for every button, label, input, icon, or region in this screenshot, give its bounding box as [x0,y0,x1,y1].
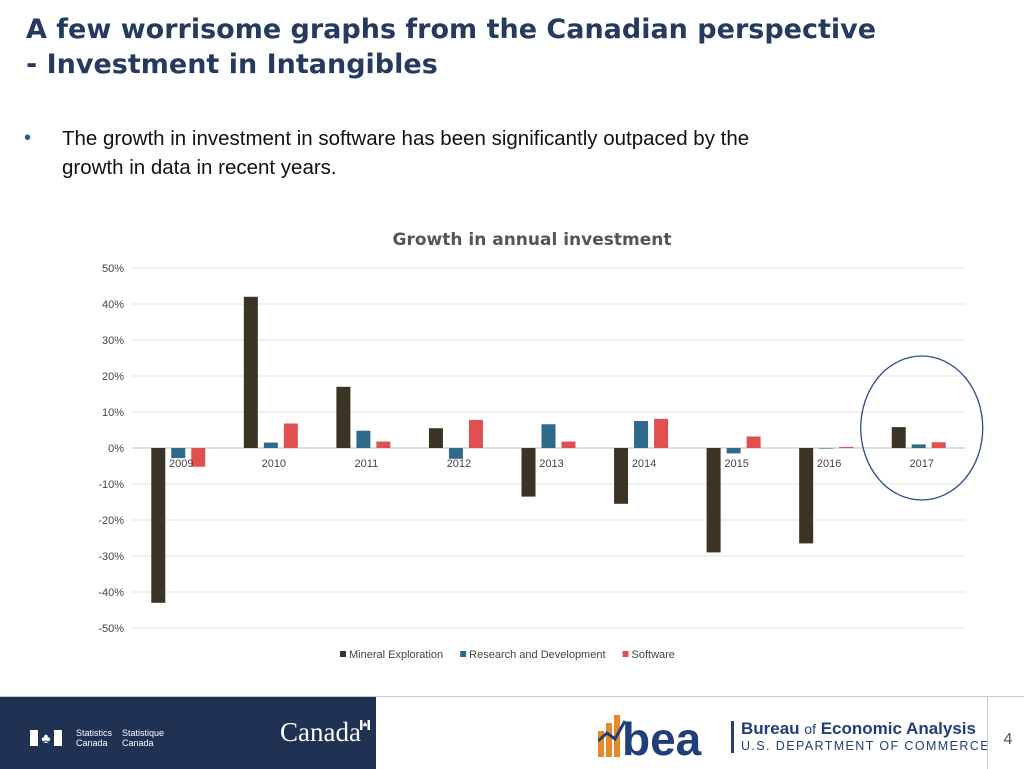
bar-software-2012 [468,419,483,448]
bea-logo-icon: bea [598,713,702,757]
bea-name: Bureau of Economic Analysis [741,719,976,739]
slide-title: A few worrisome graphs from the Canadian… [26,12,986,82]
bar-software-2016 [839,446,854,448]
canada-wordmark-flag-icon [360,720,370,730]
statcan-english-line1: Statistics [76,728,113,738]
bar-research-and-development-2015 [726,448,741,454]
x-tick-label: 2016 [817,458,841,470]
bar-software-2013 [561,441,576,448]
statcan-english: Statistics Canada [76,728,112,748]
bea-department: U.S. DEPARTMENT OF COMMERCE [741,739,990,753]
bea-logo: bea Bureau of Economic Analysis U.S. DEP… [598,711,990,759]
bar-research-and-development-2016 [819,448,834,449]
bar-software-2011 [376,441,391,448]
bar-research-and-development-2017 [911,444,926,448]
bar-software-2014 [654,418,669,448]
page-number-divider [987,697,988,769]
bea-divider [731,721,734,753]
legend-label: Software [632,649,675,661]
bar-software-2017 [931,442,946,448]
footer: ♣ Statistics Canada Statistique Canada C… [0,696,1024,769]
bar-research-and-development-2011 [356,430,371,448]
bar-mineral-exploration-2009 [151,448,166,603]
canada-flag-icon: ♣ [30,730,62,746]
bea-name-part1: Bureau [741,719,805,738]
bar-mineral-exploration-2013 [521,448,536,497]
bar-software-2015 [746,436,761,448]
bar-mineral-exploration-2012 [428,428,443,448]
statcan-english-line2: Canada [76,738,108,748]
bar-software-2010 [283,423,298,448]
highlight-ellipse-2017 [860,355,984,501]
y-tick-label: 10% [102,407,124,419]
statcan-banner: ♣ Statistics Canada Statistique Canada C… [0,697,376,769]
legend-label: Research and Development [469,649,605,661]
bullet-text-line1: The growth in investment in software has… [62,127,750,150]
bar-research-and-development-2010 [263,442,278,448]
legend-label: Mineral Exploration [349,649,443,661]
page-number: 4 [1003,731,1013,748]
x-tick-label: 2010 [262,458,286,470]
x-tick-label: 2009 [169,458,193,470]
bullet-text: The growth in investment in software has… [62,124,882,182]
x-tick-label: 2014 [632,458,656,470]
bea-name-of: of [804,721,816,737]
canada-wordmark: Canada [280,717,361,747]
bar-mineral-exploration-2014 [614,448,629,504]
y-tick-label: 30% [102,335,124,347]
statcan-french-line2: Canada [122,738,154,748]
y-tick-label: 20% [102,371,124,383]
x-tick-label: 2013 [539,458,563,470]
bar-software-2009 [191,448,206,467]
x-tick-label: 2011 [355,458,379,470]
y-tick-label: -20% [98,515,124,527]
legend-swatch-mineral-exploration [340,651,346,657]
bar-mineral-exploration-2015 [706,448,721,553]
bar-research-and-development-2009 [171,448,186,459]
slide-title-line1: A few worrisome graphs from the Canadian… [26,14,877,45]
growth-chart: Growth in annual investment 50% 40% 30% 20% 1… [98,230,984,661]
bar-research-and-development-2013 [541,424,556,448]
bar-mineral-exploration-2017 [891,427,906,448]
bea-mark-text: bea [622,713,702,757]
x-tick-label: 2015 [724,458,748,470]
legend-swatch-software [622,651,629,657]
slide-title-line2: - Investment in Intangibles [26,49,438,80]
bar-research-and-development-2014 [634,421,649,448]
y-tick-label: -30% [98,551,124,563]
bar-mineral-exploration-2016 [799,448,814,544]
x-tick-label: 2017 [909,458,933,470]
legend-swatch-research-and-development [460,651,467,657]
y-tick-label: -10% [98,479,124,491]
statcan-french-line1: Statistique [122,728,165,738]
bullet-text-line2: growth in data in recent years. [62,156,337,179]
y-tick-label: 40% [102,299,124,311]
y-tick-label: -50% [98,623,124,635]
statcan-french: Statistique Canada [122,728,164,748]
y-tick-label: -40% [98,587,124,599]
chart-title: Growth in annual investment [393,230,672,250]
bullet-dot: • [24,127,32,149]
bar-research-and-development-2012 [448,448,463,459]
bea-name-part2: Economic Analysis [815,719,976,738]
bar-mineral-exploration-2011 [336,386,351,448]
bar-mineral-exploration-2010 [243,296,258,448]
y-tick-label: 0% [108,443,124,455]
y-tick-label: 50% [102,263,124,275]
x-tick-label: 2012 [447,458,471,470]
